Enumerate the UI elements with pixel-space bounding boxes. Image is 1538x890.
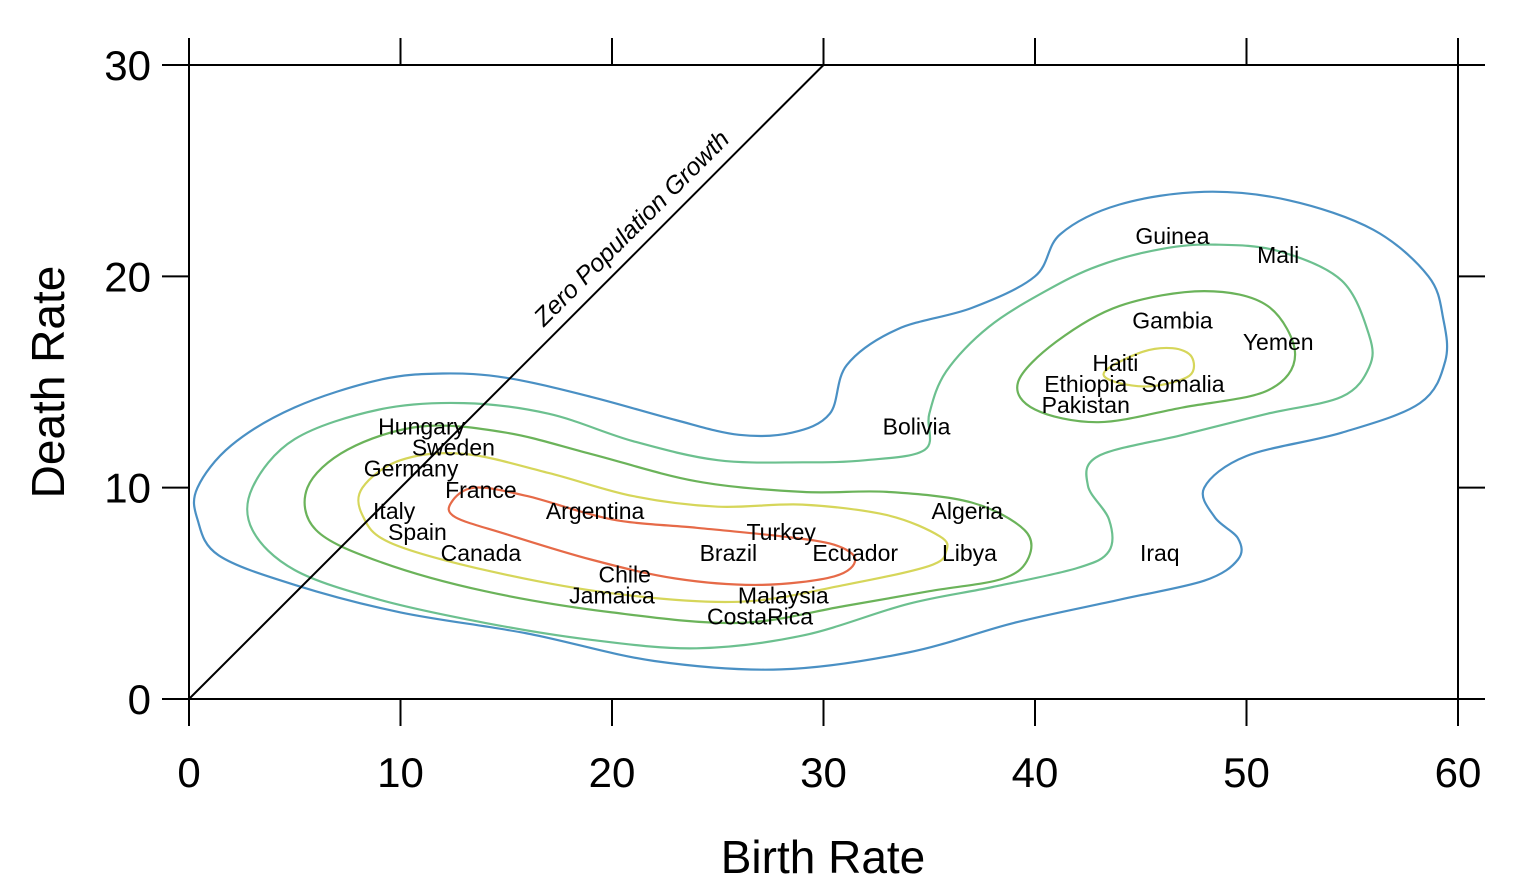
country-label: Pakistan xyxy=(1042,392,1130,418)
contour-line-6 xyxy=(1102,346,1196,388)
country-label: CostaRica xyxy=(707,604,813,630)
x-tick-label: 0 xyxy=(177,749,200,796)
x-tick-label: 60 xyxy=(1435,749,1482,796)
country-label: Spain xyxy=(388,519,447,545)
country-label: Algeria xyxy=(932,498,1004,524)
country-label: Guinea xyxy=(1135,223,1209,249)
country-label: Malaysia xyxy=(738,582,829,608)
country-label: Turkey xyxy=(746,519,816,545)
y-axis-title: Death Rate xyxy=(22,266,74,499)
x-tick-label: 40 xyxy=(1012,749,1059,796)
contour-line-2 xyxy=(246,243,1374,650)
country-label: Italy xyxy=(373,498,416,524)
contour-line-3 xyxy=(303,424,1033,625)
country-label: Gambia xyxy=(1132,308,1213,334)
zero-population-growth-label: Zero Population Growth xyxy=(528,125,735,332)
x-tick-label: 50 xyxy=(1223,749,1270,796)
country-label: Bolivia xyxy=(883,413,951,439)
country-label: Iraq xyxy=(1140,540,1180,566)
country-label: Haiti xyxy=(1092,350,1138,376)
country-label: Somalia xyxy=(1141,371,1224,397)
country-label: Sweden xyxy=(412,435,495,461)
contour-line-1 xyxy=(192,190,1449,671)
country-label: Argentina xyxy=(546,498,645,524)
contour-line-7 xyxy=(447,486,857,587)
country-label: Canada xyxy=(441,540,522,566)
contour-line-4 xyxy=(1016,290,1297,424)
axis-ticks: 0 10 20 30 40 50 60 0 10 20 30 xyxy=(104,38,1485,796)
country-label: Ecuador xyxy=(812,540,898,566)
zero-population-growth-line xyxy=(188,64,825,700)
y-tick-label: 0 xyxy=(128,676,151,723)
y-tick-label: 30 xyxy=(104,42,151,89)
country-label: Mali xyxy=(1257,242,1299,268)
x-axis-title: Birth Rate xyxy=(721,831,926,883)
country-label: Germany xyxy=(364,456,459,482)
y-tick-label: 10 xyxy=(104,465,151,512)
y-tick-label: 20 xyxy=(104,253,151,300)
density-contours xyxy=(192,190,1449,671)
x-tick-label: 20 xyxy=(589,749,636,796)
x-tick-label: 10 xyxy=(377,749,424,796)
country-label: Brazil xyxy=(700,540,758,566)
country-label: Hungary xyxy=(378,413,465,439)
country-label: Libya xyxy=(942,540,997,566)
country-label: Ethiopia xyxy=(1044,371,1127,397)
country-label: Chile xyxy=(598,561,650,587)
country-label: France xyxy=(445,477,517,503)
country-label: Yemen xyxy=(1243,329,1314,355)
x-tick-label: 30 xyxy=(800,749,847,796)
contour-line-5 xyxy=(357,452,949,604)
country-label: Jamaica xyxy=(569,582,655,608)
